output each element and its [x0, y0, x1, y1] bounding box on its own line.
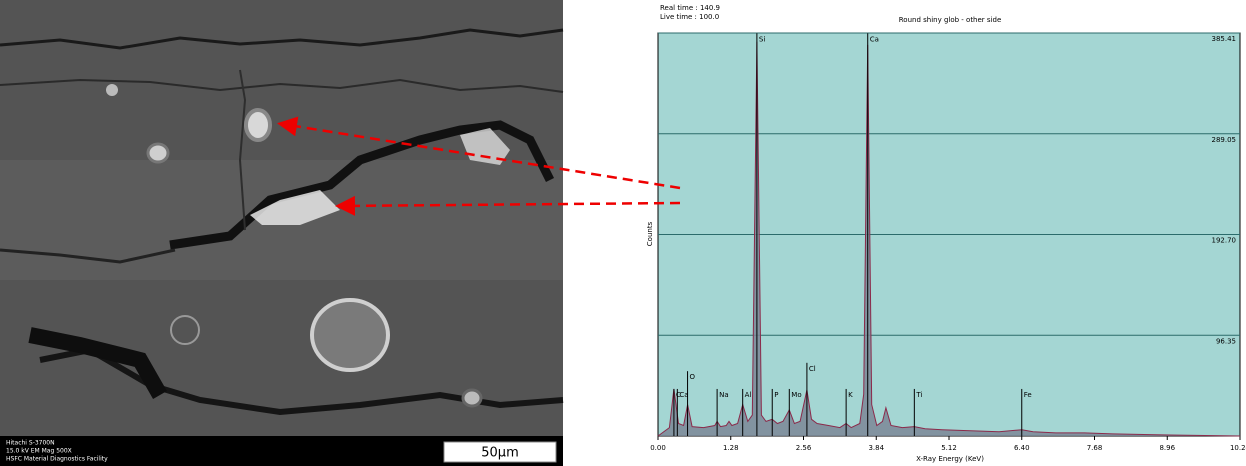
page: {"sem_image": {"caption": ["Hitachi S-37…	[0, 0, 1246, 466]
y-axis-label: Counts	[646, 221, 654, 246]
chart-title: Round shiny glob - other side	[899, 16, 1002, 24]
element-label: K	[848, 391, 853, 399]
x-tick-label: 3.84	[868, 444, 884, 452]
sem-image: Hitachi S-3700N 15.0 kV EM Mag 500X HSFC…	[0, 0, 563, 466]
x-tick-label: 2.56	[796, 444, 812, 452]
element-label: Ca	[870, 35, 879, 43]
element-label: C	[676, 391, 681, 399]
x-axis-label: X-Ray Energy (KeV)	[916, 455, 984, 463]
x-tick-label: 8.96	[1159, 444, 1175, 452]
figure: Hitachi S-3700N 15.0 kV EM Mag 500X HSFC…	[0, 0, 1246, 466]
element-label: P	[774, 391, 778, 399]
particle	[106, 84, 118, 96]
bright-deposit	[312, 300, 388, 370]
element-label: Cl	[809, 365, 816, 373]
y-tick-label: 96.35	[1216, 337, 1236, 345]
element-label: Na	[719, 391, 729, 399]
particle	[463, 390, 481, 406]
y-tick-label: 385.41	[1212, 35, 1237, 43]
scale-bar-label: 50µm	[481, 446, 518, 461]
annotation: Live time : 100.0	[660, 13, 719, 21]
element-label: Mo	[791, 391, 801, 399]
sem-caption: 15.0 kV EM Mag 500X	[6, 448, 72, 455]
annotation: Real time : 140.9	[660, 4, 720, 12]
sem-caption: Hitachi S-3700N	[6, 440, 55, 447]
x-tick-label: 1.28	[723, 444, 739, 452]
x-tick-label: 5.12	[941, 444, 957, 452]
x-tick-label: 7.68	[1087, 444, 1103, 452]
element-label: Ti	[915, 391, 922, 399]
x-tick-label: 6.40	[1014, 444, 1030, 452]
y-tick-label: 192.70	[1212, 237, 1237, 245]
particle	[246, 110, 270, 140]
element-label: Si	[759, 35, 765, 43]
x-tick-label: 0.00	[650, 444, 666, 452]
element-label: Al	[745, 391, 752, 399]
y-tick-label: 289.05	[1212, 136, 1237, 144]
element-label: O	[690, 373, 696, 381]
element-label: Fe	[1024, 391, 1032, 399]
x-tick-label: 10.24	[1230, 444, 1246, 452]
sem-caption: HSFC Material Diagnostics Facility	[6, 456, 108, 463]
particle	[148, 144, 168, 162]
